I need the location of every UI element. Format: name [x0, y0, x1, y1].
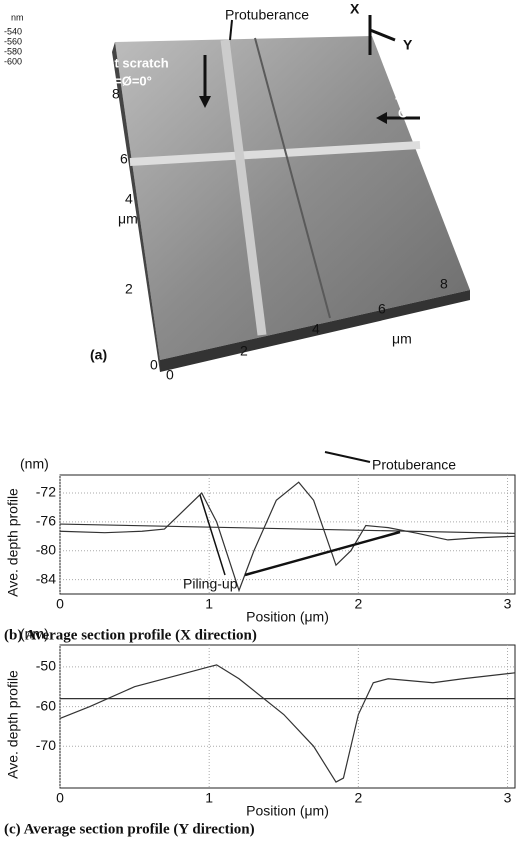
feature-label: Protuberance	[225, 7, 309, 23]
axis-arrow	[369, 28, 396, 42]
scratch-angle: Θ=Ø=0°	[104, 73, 152, 88]
profile-line	[59, 481, 516, 593]
x-tick-label: 0	[56, 596, 64, 612]
scratch	[220, 39, 267, 336]
z-tick: -600	[4, 56, 22, 66]
profile-line	[59, 523, 516, 535]
caption: (b) Average section profile (X direction…	[4, 627, 257, 643]
caption: (c) Average section profile (Y direction…	[4, 821, 255, 837]
afm-image: nm -540 -560 -580 -600 Protuberance X Y …	[4, 1, 470, 383]
profile-line	[59, 664, 516, 783]
panel-label: (a)	[90, 347, 107, 363]
y-tick-label: -72	[36, 484, 56, 500]
y-tick-label: -60	[36, 697, 56, 713]
z-unit: nm	[11, 12, 24, 22]
y-tick: 6	[120, 151, 128, 167]
annotation-arrow	[199, 494, 226, 576]
x-tick-label: 0	[56, 790, 64, 806]
y-tick-label: -70	[36, 737, 56, 753]
x-axis-label: Position (μm)	[246, 803, 329, 819]
y-tick-label: -84	[36, 570, 56, 586]
y-axis-label: Ave. depth profile	[5, 670, 21, 779]
z-tick: -580	[4, 46, 22, 56]
x-tick-label: 2	[354, 596, 362, 612]
x-tick-label: 1	[205, 596, 213, 612]
y-tick: 8	[112, 86, 120, 102]
scratch-angle: Θ=Φ=90°	[398, 105, 454, 120]
arrowhead	[199, 96, 211, 108]
arrow	[229, 19, 233, 41]
scratch-label: 1st scratch	[100, 55, 169, 70]
x-tick: 0	[166, 367, 174, 383]
y-tick-label: -80	[36, 541, 56, 557]
x-tick: 8	[440, 276, 448, 292]
y-axis-unit: (nm)	[20, 626, 49, 642]
arrowhead	[376, 112, 387, 124]
scratch-label: 2nd scratch	[395, 87, 468, 102]
x-tick-label: 1	[205, 790, 213, 806]
scratch	[129, 141, 421, 166]
plot-frame	[59, 644, 516, 789]
axis-x-label: X	[350, 1, 360, 17]
x-unit: μm	[392, 331, 412, 347]
y-tick-label: -76	[36, 513, 56, 529]
y-unit: μm	[118, 211, 138, 227]
y-tick: 0	[150, 357, 158, 373]
y-tick: 2	[125, 281, 133, 297]
x-tick-label: 3	[504, 790, 512, 806]
surface-edge	[160, 290, 470, 372]
y-tick: 4	[125, 191, 133, 207]
annotation-arrow	[244, 530, 401, 577]
surface-edge	[112, 42, 160, 372]
annotation-arrow	[324, 451, 371, 463]
x-tick: 6	[378, 301, 386, 317]
y-axis-unit: (nm)	[20, 456, 49, 472]
x-tick-label: 2	[354, 790, 362, 806]
z-tick: -560	[4, 36, 22, 46]
y-tick-label: -50	[36, 658, 56, 674]
x-tick-label: 3	[504, 596, 512, 612]
annotation: Piling-up	[183, 576, 238, 592]
ridge	[254, 37, 331, 319]
plot-frame	[59, 474, 516, 595]
z-tick: -540	[4, 26, 22, 36]
x-axis-label: Position (μm)	[246, 609, 329, 625]
x-tick: 4	[312, 321, 320, 337]
x-tick: 2	[240, 343, 248, 359]
axis-y-label: Y	[403, 37, 413, 53]
annotation: Protuberance	[372, 457, 456, 473]
y-axis-label: Ave. depth profile	[5, 488, 21, 597]
